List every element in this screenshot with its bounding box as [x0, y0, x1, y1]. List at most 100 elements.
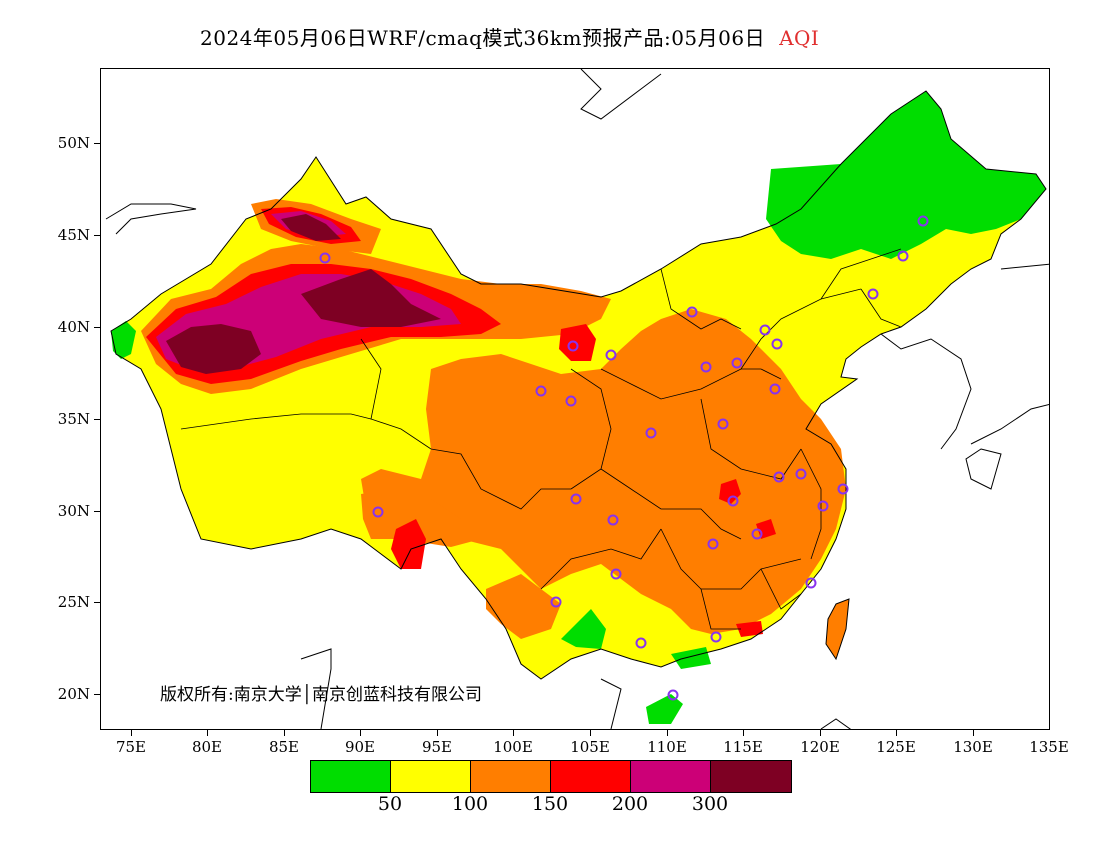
city-marker — [570, 493, 582, 505]
region-orange-southwest — [486, 574, 561, 639]
x-tick — [590, 730, 591, 736]
x-label-120e: 120E — [800, 738, 840, 756]
city-marker — [607, 514, 619, 526]
y-label-25n: 25N — [57, 593, 90, 611]
x-tick — [284, 730, 285, 736]
x-tick — [437, 730, 438, 736]
city-marker — [837, 483, 849, 495]
x-tick — [667, 730, 668, 736]
x-label-125e: 125E — [876, 738, 916, 756]
y-tick — [94, 694, 100, 695]
aqi-legend — [310, 760, 792, 793]
city-marker — [817, 500, 829, 512]
city-marker — [605, 349, 617, 361]
region-taiwan — [825, 598, 850, 661]
y-label-30n: 30N — [57, 502, 90, 520]
x-label-100e: 100E — [493, 738, 533, 756]
y-tick — [94, 602, 100, 603]
city-marker — [667, 689, 679, 701]
city-marker — [567, 340, 579, 352]
province-boundaries — [180, 248, 902, 630]
x-label-75e: 75E — [115, 738, 147, 756]
y-label-35n: 35N — [57, 410, 90, 428]
city-marker — [795, 468, 807, 480]
city-marker — [771, 338, 783, 350]
city-marker — [565, 395, 577, 407]
city-marker — [769, 383, 781, 395]
x-label-135e: 135E — [1029, 738, 1069, 756]
city-marker — [645, 427, 657, 439]
city-marker — [805, 577, 817, 589]
region-maroon-basin — [301, 269, 441, 327]
y-tick — [94, 143, 100, 144]
x-tick — [207, 730, 208, 736]
city-marker — [707, 538, 719, 550]
x-tick — [896, 730, 897, 736]
x-tick — [743, 730, 744, 736]
region-red-ningxia — [559, 324, 596, 361]
copyright-text: 版权所有:南京大学│南京创蓝科技有限公司 — [160, 685, 482, 705]
region-green-west — [111, 321, 136, 359]
map-panel — [100, 68, 1050, 730]
city-marker — [710, 631, 722, 643]
x-tick — [820, 730, 821, 736]
x-tick — [131, 730, 132, 736]
x-label-110e: 110E — [647, 738, 687, 756]
region-orange-tibet — [361, 489, 481, 547]
region-green-hainan — [646, 694, 683, 724]
region-red-tibet — [391, 519, 426, 569]
map-title: 2024年05月06日WRF/cmaq模式36km预报产品:05月06日 AQI — [200, 22, 819, 51]
city-marker — [610, 568, 622, 580]
x-label-130e: 130E — [953, 738, 993, 756]
region-red-south — [736, 621, 763, 637]
legend-label-200: 200 — [611, 793, 649, 815]
legend-label-300: 300 — [691, 793, 729, 815]
region-maroon-tarim — [166, 324, 261, 374]
x-tick — [360, 730, 361, 736]
coastlines — [105, 69, 1049, 729]
region-maroon-dzungar — [281, 214, 341, 241]
region-green-south — [561, 609, 606, 649]
x-label-115e: 115E — [723, 738, 763, 756]
region-green-coast — [671, 647, 711, 669]
city-marker — [897, 250, 909, 262]
city-marker — [635, 637, 647, 649]
x-label-105e: 105E — [570, 738, 610, 756]
legend-swatch-red — [551, 761, 631, 792]
legend-swatch-orange — [471, 761, 551, 792]
city-marker — [727, 495, 739, 507]
legend-swatch-maroon — [711, 761, 791, 792]
legend-label-50: 50 — [377, 793, 403, 815]
y-tick — [94, 327, 100, 328]
city-marker — [700, 361, 712, 373]
city-marker — [717, 418, 729, 430]
legend-label-100: 100 — [451, 793, 489, 815]
city-marker — [759, 324, 771, 336]
y-tick — [94, 511, 100, 512]
city-marker — [867, 288, 879, 300]
legend-label-150: 150 — [531, 793, 569, 815]
y-label-20n: 20N — [57, 685, 90, 703]
x-tick — [973, 730, 974, 736]
city-markers — [319, 215, 929, 701]
city-marker — [686, 306, 698, 318]
legend-swatch-magenta — [631, 761, 711, 792]
city-marker — [731, 357, 743, 369]
region-orange-central — [361, 309, 846, 634]
city-marker — [319, 252, 331, 264]
x-label-90e: 90E — [344, 738, 376, 756]
title-main: 2024年05月06日WRF/cmaq模式36km预报产品:05月06日 — [200, 26, 766, 50]
x-label-80e: 80E — [191, 738, 223, 756]
city-marker — [535, 385, 547, 397]
x-tick — [513, 730, 514, 736]
aqi-map — [105, 69, 1049, 729]
region-green-northeast — [766, 91, 1046, 259]
y-label-40n: 40N — [57, 318, 90, 336]
city-marker — [550, 596, 562, 608]
city-marker — [773, 471, 785, 483]
city-marker — [751, 528, 763, 540]
y-label-50n: 50N — [57, 134, 90, 152]
y-label-45n: 45N — [57, 226, 90, 244]
y-tick — [94, 419, 100, 420]
y-tick — [94, 235, 100, 236]
